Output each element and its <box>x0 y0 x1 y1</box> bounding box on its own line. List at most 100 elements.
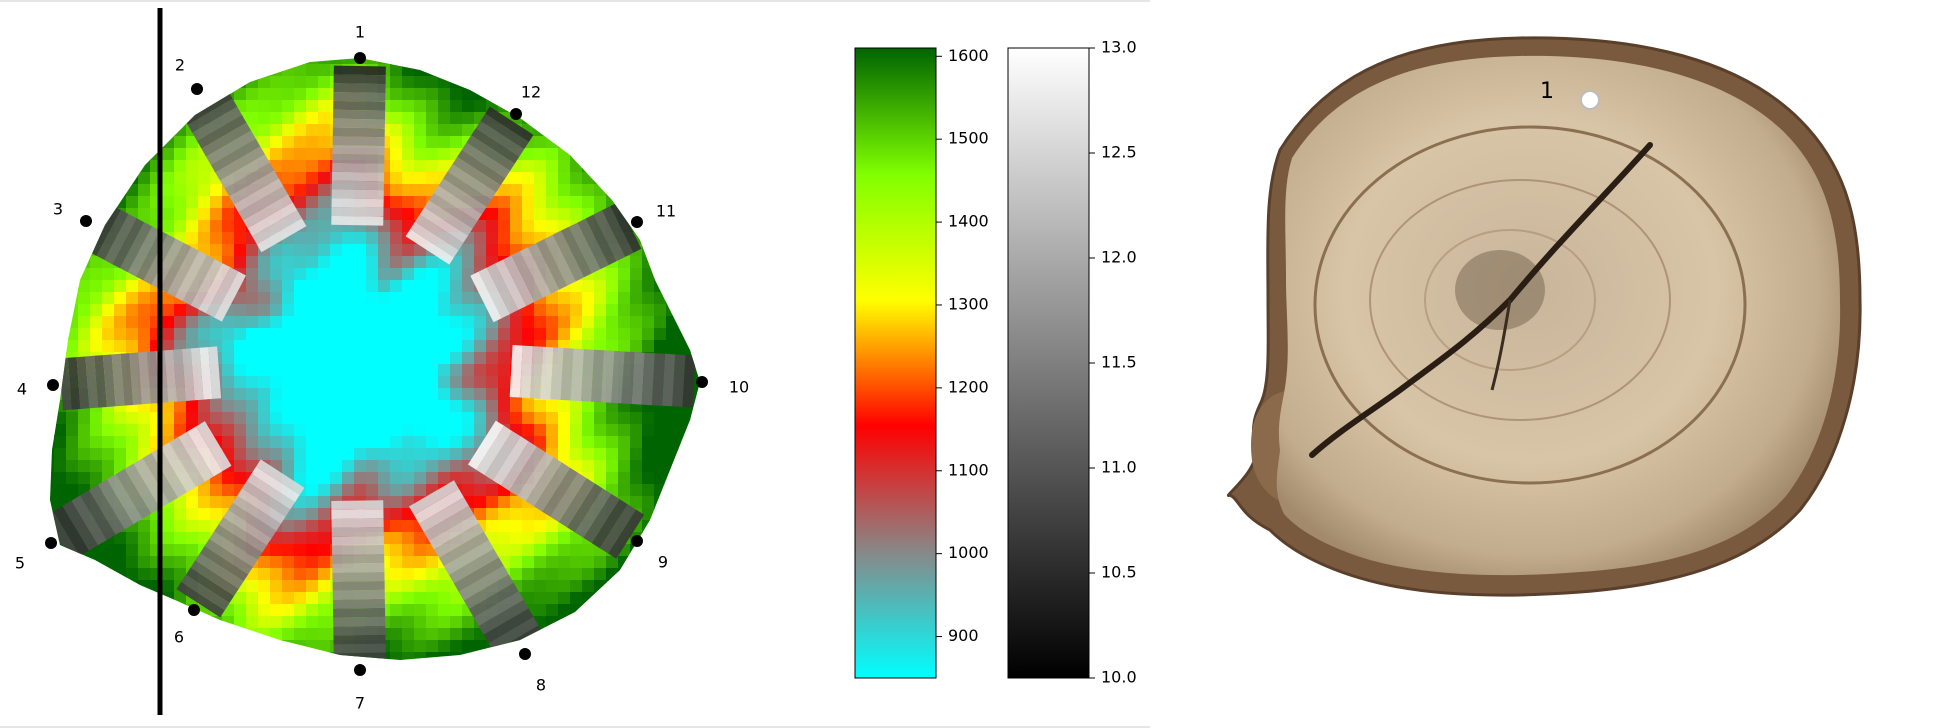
heatmap-cell <box>282 124 295 137</box>
sensor-strip-segment <box>332 580 385 591</box>
heatmap-cell <box>666 232 679 245</box>
heatmap-cell <box>438 268 451 281</box>
heatmap-cell <box>570 40 583 53</box>
heatmap-cell <box>50 124 55 137</box>
heatmap-cell <box>402 76 415 89</box>
heatmap-cell <box>354 328 367 341</box>
heatmap-cell <box>30 244 43 257</box>
heatmap-cell <box>210 640 223 653</box>
heatmap-cell <box>642 676 655 689</box>
heatmap-cell <box>582 616 595 629</box>
heatmap-cell <box>306 40 319 53</box>
heatmap-cell <box>378 400 391 413</box>
sensor-strip-segment <box>527 243 560 294</box>
heatmap-cell <box>378 268 391 281</box>
heatmap-cell <box>78 160 91 173</box>
heatmap-cell <box>258 40 271 53</box>
heatmap-cell <box>342 472 355 485</box>
heatmap-cell <box>378 664 391 677</box>
heatmap-cell <box>426 304 439 317</box>
heatmap-cell <box>414 472 427 485</box>
heatmap-cell <box>426 316 439 329</box>
heatmap-cell <box>642 232 655 245</box>
heatmap-cell <box>162 148 175 161</box>
sensor-strip-segment <box>67 357 81 410</box>
heatmap-cell <box>546 640 559 653</box>
heatmap-cell <box>582 400 595 413</box>
heatmap-cell <box>570 160 583 173</box>
heatmap-cell <box>234 352 247 365</box>
heatmap-cell <box>126 136 139 149</box>
colorbar-tick-label: 900 <box>948 626 979 645</box>
heatmap-cell <box>282 592 295 605</box>
heatmap-cell <box>126 568 139 581</box>
heatmap-cell <box>186 688 199 701</box>
sensor-strip-segment <box>621 351 635 404</box>
heatmap-cell <box>114 436 127 449</box>
heatmap-cell <box>354 388 367 401</box>
colorbar-tick-label: 12.0 <box>1101 248 1137 267</box>
heatmap-cell <box>570 172 583 185</box>
heatmap-cell <box>294 280 307 293</box>
sensor-strip <box>50 421 232 562</box>
heatmap-cell <box>702 220 715 233</box>
heatmap-cell <box>234 448 247 461</box>
heatmap-cell <box>222 424 235 437</box>
sensor-strip-segment <box>238 186 288 221</box>
heatmap-cell <box>126 664 139 677</box>
heatmap-cell <box>690 484 700 497</box>
heatmap-cell <box>462 628 475 641</box>
heatmap-cell <box>330 484 343 497</box>
heatmap-cell <box>270 664 283 677</box>
heatmap-cell <box>438 664 451 677</box>
heatmap-cell <box>594 604 607 617</box>
heatmap-cell <box>378 388 391 401</box>
heatmap-cell <box>534 520 547 533</box>
heatmap-cell <box>558 604 571 617</box>
heatmap-cell <box>402 664 415 677</box>
heatmap-cell <box>654 436 667 449</box>
sensor-label: 4 <box>17 380 27 399</box>
heatmap-cell <box>702 688 715 701</box>
heatmap-cell <box>258 376 271 389</box>
heatmap-cell <box>438 304 451 317</box>
sensor-label: 3 <box>53 200 63 219</box>
heatmap-cell <box>426 436 439 449</box>
heatmap-cell <box>426 676 439 689</box>
heatmap-cell <box>534 304 547 317</box>
sensor-strip-segment <box>672 354 686 407</box>
heatmap-cell <box>426 376 439 389</box>
heatmap-cell <box>102 100 115 113</box>
heatmap-cell <box>474 100 487 113</box>
heatmap-cell <box>666 316 679 329</box>
heatmap-cell <box>294 148 307 161</box>
heatmap-cell <box>606 640 619 653</box>
heatmap-cell <box>198 616 211 629</box>
heatmap-cell <box>318 160 331 173</box>
heatmap-cell <box>426 652 439 660</box>
heatmap-cell <box>318 532 331 545</box>
heatmap-cell <box>330 688 343 701</box>
heatmap-cell <box>294 58 307 65</box>
heatmap-cell <box>690 676 703 689</box>
sensor-strip-segment <box>214 524 263 560</box>
heatmap-cell <box>294 268 307 281</box>
heatmap-cell <box>582 544 595 557</box>
heatmap-cell <box>642 340 655 353</box>
heatmap-cell <box>102 664 115 677</box>
heatmap-cell <box>186 640 199 653</box>
heatmap-cell <box>618 124 631 137</box>
heatmap-cell <box>594 328 607 341</box>
heatmap-cell <box>54 676 67 689</box>
heatmap-cell <box>50 592 55 605</box>
heatmap-cell <box>498 508 511 521</box>
sensor-strip-segment <box>252 210 302 245</box>
heatmap-cell <box>690 148 700 161</box>
sensor-strip-segment <box>246 473 295 510</box>
heatmap-cell <box>426 100 439 113</box>
heatmap-cell <box>678 304 691 317</box>
heatmap-cell <box>666 340 679 353</box>
heatmap-cell <box>102 172 115 185</box>
heatmap-cell <box>138 652 151 660</box>
heatmap-cell <box>318 304 331 317</box>
